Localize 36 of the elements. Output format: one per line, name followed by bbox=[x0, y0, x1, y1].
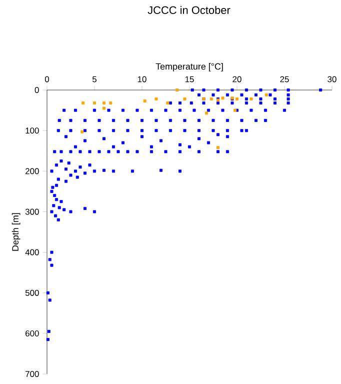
y-tick-label: 500 bbox=[25, 290, 39, 296]
point bbox=[210, 97, 213, 100]
y-tick-label: 400 bbox=[25, 249, 39, 256]
point bbox=[143, 99, 146, 102]
point bbox=[221, 96, 224, 100]
point bbox=[102, 106, 106, 110]
y-tick-label: 600 bbox=[26, 330, 39, 336]
point bbox=[93, 101, 96, 104]
point bbox=[154, 97, 158, 100]
x-tick-label: 5 bbox=[92, 76, 97, 82]
x-tick-label: 15 bbox=[185, 76, 194, 82]
point bbox=[216, 146, 220, 150]
point bbox=[236, 97, 238, 100]
y-axis-title: Depth [m] bbox=[12, 213, 20, 251]
y-tick-label: 700 bbox=[26, 371, 39, 377]
point bbox=[264, 93, 268, 96]
point bbox=[183, 97, 186, 100]
point bbox=[250, 97, 253, 100]
y-tick-label: 300 bbox=[25, 208, 39, 215]
point bbox=[82, 101, 85, 104]
y-tick-label: 0 bbox=[34, 87, 39, 93]
x-tick-label: 0 bbox=[44, 76, 50, 82]
chart-title: JCCC in October bbox=[148, 6, 230, 14]
x-tick-label: 25 bbox=[280, 76, 289, 82]
y-tick-label: 200 bbox=[26, 168, 39, 174]
point bbox=[109, 101, 112, 104]
point bbox=[102, 101, 106, 104]
y-tick-label: 100 bbox=[26, 128, 39, 134]
point bbox=[166, 101, 170, 104]
x-tick-label: 20 bbox=[232, 76, 242, 82]
point bbox=[80, 130, 84, 134]
x-tick-label: 10 bbox=[138, 76, 146, 82]
x-axis-title: Temperature [°C] bbox=[156, 63, 223, 72]
x-tick-label: 30 bbox=[328, 76, 336, 82]
point bbox=[176, 88, 179, 92]
point bbox=[205, 112, 208, 115]
